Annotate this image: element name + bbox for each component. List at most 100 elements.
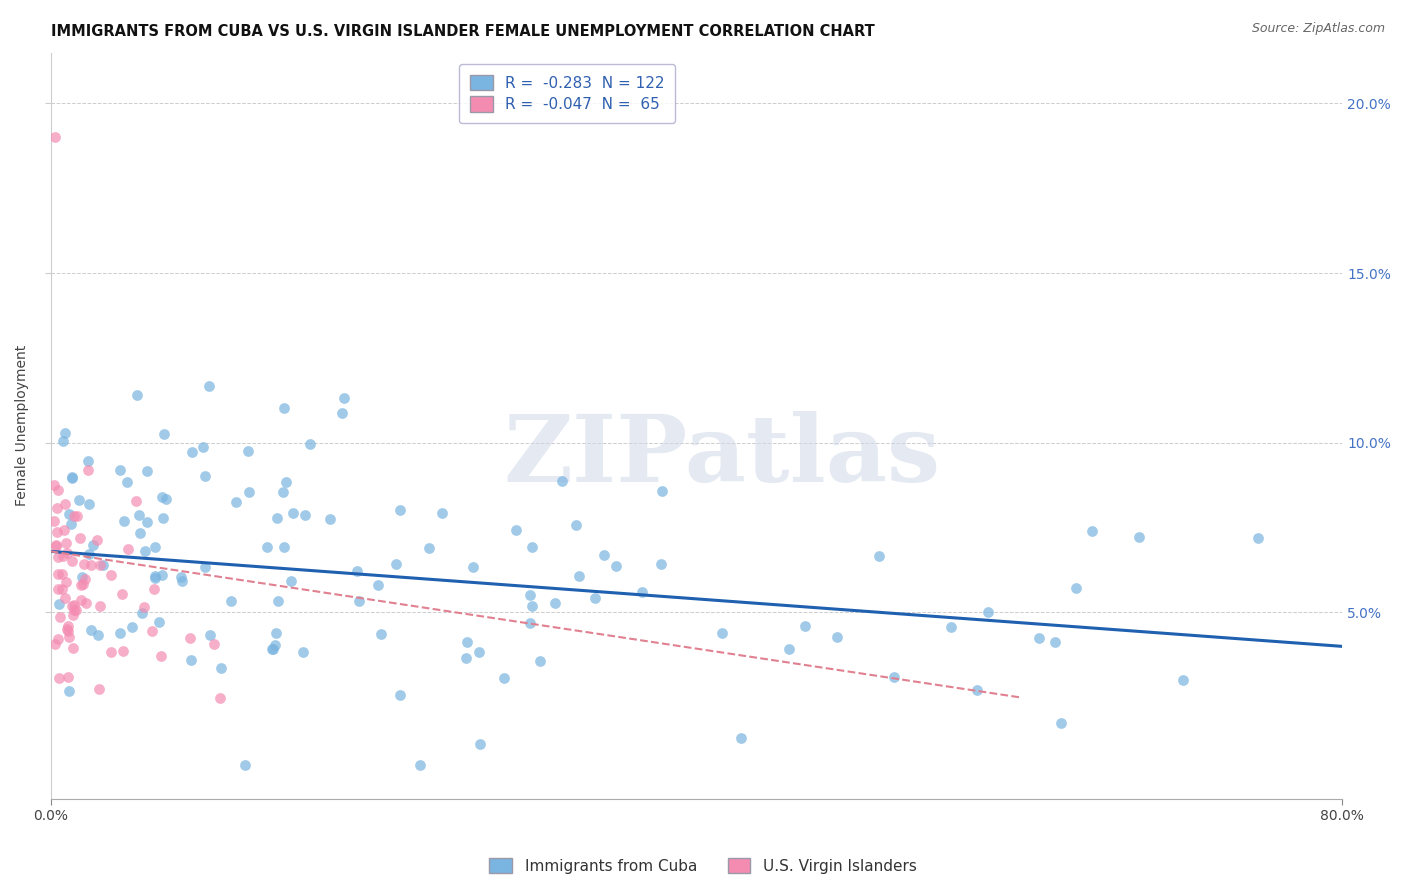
Point: [69, 578, 91, 592]
Point: [65, 603, 87, 617]
Point: [86, 533, 108, 548]
Point: [53, 591, 76, 605]
Point: [44, 514, 66, 528]
Point: [294, 508, 316, 522]
Point: [79, 496, 101, 510]
Point: [56, 622, 79, 636]
Point: [260, 641, 283, 656]
Point: [143, 569, 166, 583]
Point: [46, 567, 69, 582]
Point: [45, 539, 67, 553]
Point: [367, 578, 389, 592]
Point: [60, 599, 83, 614]
Point: [72, 558, 94, 572]
Point: [56, 619, 79, 633]
Point: [82, 538, 104, 552]
Point: [60, 470, 83, 484]
Point: [46, 582, 69, 596]
Point: [256, 541, 278, 555]
Point: [194, 560, 217, 574]
Point: [418, 541, 440, 556]
Point: [53, 426, 76, 441]
Point: [568, 569, 591, 583]
Point: [262, 641, 284, 656]
Point: [60, 471, 83, 485]
Point: [44, 478, 66, 492]
Point: [225, 495, 247, 509]
Text: IMMIGRANTS FROM CUBA VS U.S. VIRGIN ISLANDER FEMALE UNEMPLOYMENT CORRELATION CHA: IMMIGRANTS FROM CUBA VS U.S. VIRGIN ISLA…: [51, 24, 875, 39]
Point: [468, 645, 491, 659]
Point: [966, 683, 988, 698]
Point: [91, 558, 114, 572]
Point: [1045, 634, 1067, 648]
Point: [134, 544, 156, 558]
Point: [519, 615, 541, 630]
Point: [550, 474, 572, 488]
Point: [868, 549, 890, 563]
Point: [370, 627, 392, 641]
Point: [202, 637, 225, 651]
Point: [347, 594, 370, 608]
Point: [52, 434, 75, 449]
Point: [58, 630, 80, 644]
Point: [180, 653, 202, 667]
Point: [208, 691, 231, 706]
Point: [778, 641, 800, 656]
Point: [219, 593, 242, 607]
Point: [385, 557, 408, 571]
Y-axis label: Female Unemployment: Female Unemployment: [15, 345, 30, 507]
Point: [152, 511, 174, 525]
Point: [111, 587, 134, 601]
Point: [46, 550, 69, 565]
Point: [730, 731, 752, 745]
Point: [529, 654, 551, 668]
Point: [565, 518, 588, 533]
Point: [48, 672, 70, 686]
Point: [389, 503, 412, 517]
Point: [283, 506, 305, 520]
Point: [148, 615, 170, 629]
Point: [69, 531, 91, 545]
Point: [238, 485, 260, 500]
Legend: R =  -0.283  N = 122, R =  -0.047  N =  65: R = -0.283 N = 122, R = -0.047 N = 65: [460, 64, 675, 123]
Point: [274, 475, 297, 489]
Point: [470, 737, 492, 751]
Point: [200, 628, 222, 642]
Point: [60, 554, 83, 568]
Point: [58, 683, 80, 698]
Point: [1128, 530, 1150, 544]
Point: [150, 648, 173, 663]
Point: [135, 464, 157, 478]
Point: [273, 540, 295, 554]
Point: [883, 670, 905, 684]
Point: [939, 620, 962, 634]
Point: [273, 401, 295, 416]
Point: [89, 558, 111, 573]
Point: [977, 605, 1000, 619]
Point: [520, 599, 543, 613]
Point: [75, 596, 97, 610]
Point: [117, 541, 139, 556]
Point: [1247, 531, 1270, 545]
Point: [48, 597, 70, 611]
Point: [143, 571, 166, 585]
Point: [45, 537, 67, 551]
Point: [132, 599, 155, 614]
Point: [72, 576, 94, 591]
Point: [330, 406, 353, 420]
Point: [150, 568, 173, 582]
Point: [651, 484, 673, 499]
Point: [520, 540, 543, 554]
Point: [77, 454, 100, 468]
Point: [264, 638, 287, 652]
Point: [115, 475, 138, 489]
Point: [70, 593, 93, 607]
Point: [44, 637, 66, 651]
Point: [80, 624, 103, 638]
Point: [56, 546, 79, 560]
Point: [87, 628, 110, 642]
Point: [80, 558, 103, 572]
Point: [155, 491, 177, 506]
Point: [55, 536, 77, 550]
Point: [56, 670, 79, 684]
